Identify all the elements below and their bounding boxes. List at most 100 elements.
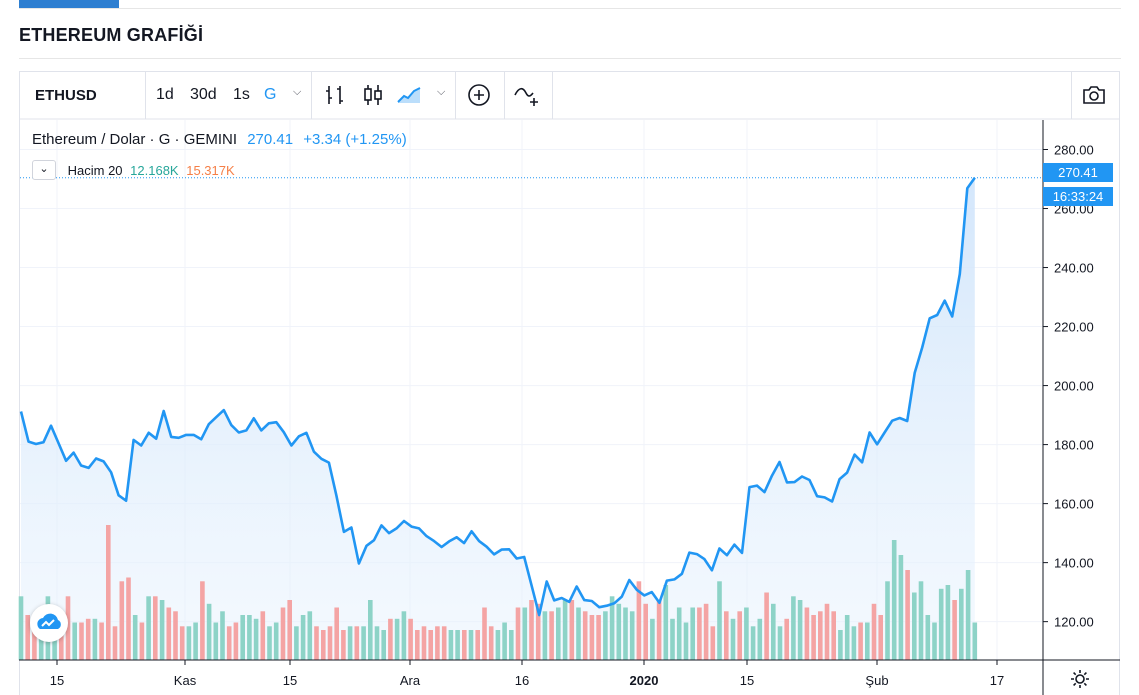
volume-bar [710,626,716,661]
volume-bar [455,630,460,660]
volume-bar [179,626,185,661]
volume-bar [85,618,91,661]
volume-bar [314,626,319,661]
page-title: ETHEREUM GRAFİĞİ [19,25,204,45]
volume-bar [824,603,830,661]
volume-bar [717,581,722,661]
volume-bar [549,611,554,661]
time-tick-label: Şub [865,673,888,688]
candlestick-icon[interactable] [359,81,387,109]
volume-bar [737,611,742,661]
volume-bar [918,581,924,661]
volume-bar [643,603,648,661]
volume-bar [112,626,118,661]
time-tick-label: 16 [515,673,529,688]
interval-30d[interactable]: 30d [190,86,217,103]
toolbar-separator [311,71,312,119]
interval-1s[interactable]: 1s [233,86,250,103]
volume-bar [200,581,205,661]
tab-accent [19,0,119,8]
price-tick-label: 140.00 [1054,556,1094,571]
price-line [19,177,976,617]
interval-1d[interactable]: 1d [156,86,174,103]
volume-bar [891,540,897,660]
volume-bar [697,607,702,660]
volume-bar [730,618,736,661]
volume-bar [858,622,863,660]
chevron-down-icon[interactable]: ⌵ [437,86,446,98]
tradingview-logo-button[interactable] [30,604,68,642]
volume-bar [972,622,978,660]
volume-bar [388,618,393,661]
volume-bar [797,600,803,660]
volume-bar [851,626,857,661]
cloud-chart-icon [37,613,61,629]
volume-bar [804,607,810,660]
volume-bar [938,588,944,661]
volume-bar [952,600,957,660]
price-tick-label: 240.00 [1054,261,1094,276]
volume-bar [683,622,689,660]
volume-bar [959,588,964,661]
camera-icon[interactable] [1080,81,1108,109]
volume-bar [462,630,467,660]
volume-bar [468,630,474,660]
volume-bar [99,622,104,660]
volume-bar [65,596,71,661]
price-change: +3.34 (+1.25%) [303,131,407,148]
volume-bar [394,618,400,661]
volume-bar [441,626,447,661]
volume-bar [435,626,440,661]
toolbar-separator [455,71,456,119]
volume-bar [475,630,480,660]
volume-bar [119,581,125,661]
symbol-selector[interactable]: ETHUSD [35,87,97,104]
volume-bar [690,607,695,660]
volume-bar [878,615,883,660]
add-indicator-icon[interactable] [465,81,493,109]
time-tick-label: 15 [50,673,64,688]
volume-label: Hacim 20 [67,162,123,178]
volume-bar [623,607,628,660]
series-title: Ethereum / Dolar · G · GEMINI [32,131,238,148]
volume-bar [173,611,178,661]
toolbar-separator [552,71,553,119]
volume-bar [421,626,427,661]
price-tick-label: 280.00 [1054,143,1094,158]
volume-bar [522,607,528,660]
volume-bar [744,607,749,660]
volume-bar [32,618,37,661]
volume-legend: ⌄ Hacim 20 12.168K 15.317K [32,160,235,180]
volume-bar [139,622,145,660]
volume-bar [334,607,339,660]
last-price: 270.41 [247,131,294,148]
toolbar-separator [504,71,505,119]
volume-value: 12.168K [130,162,179,178]
interval-g[interactable]: G [264,86,277,103]
price-area-fill [21,177,975,661]
compare-icon[interactable] [513,81,541,109]
volume-bar [368,600,373,660]
chart-toolbar: ETHUSD 1d 30d 1s G ⌵ ⌵ [19,71,1120,119]
area-chart-icon[interactable] [395,81,423,109]
chevron-down-icon[interactable]: ⌵ [293,86,302,98]
top-divider [19,8,1121,9]
volume-bar [79,622,84,660]
title-divider [19,58,1121,59]
volume-bar [771,603,776,661]
volume-bar [663,585,669,660]
volume-bar [616,603,622,661]
volume-bar [401,611,407,661]
volume-bar [18,596,24,661]
bar-style-icon[interactable] [321,81,349,109]
price-tick-label: 160.00 [1054,497,1094,512]
volume-bar [582,611,588,661]
settings-gear-icon[interactable] [1069,668,1091,690]
toolbar-separator [145,71,146,119]
volume-bar [159,600,165,660]
volume-bar [589,615,595,660]
volume-bar [515,607,521,660]
chevron-down-icon[interactable]: ⌄ [32,160,56,180]
volume-bar [703,603,709,661]
